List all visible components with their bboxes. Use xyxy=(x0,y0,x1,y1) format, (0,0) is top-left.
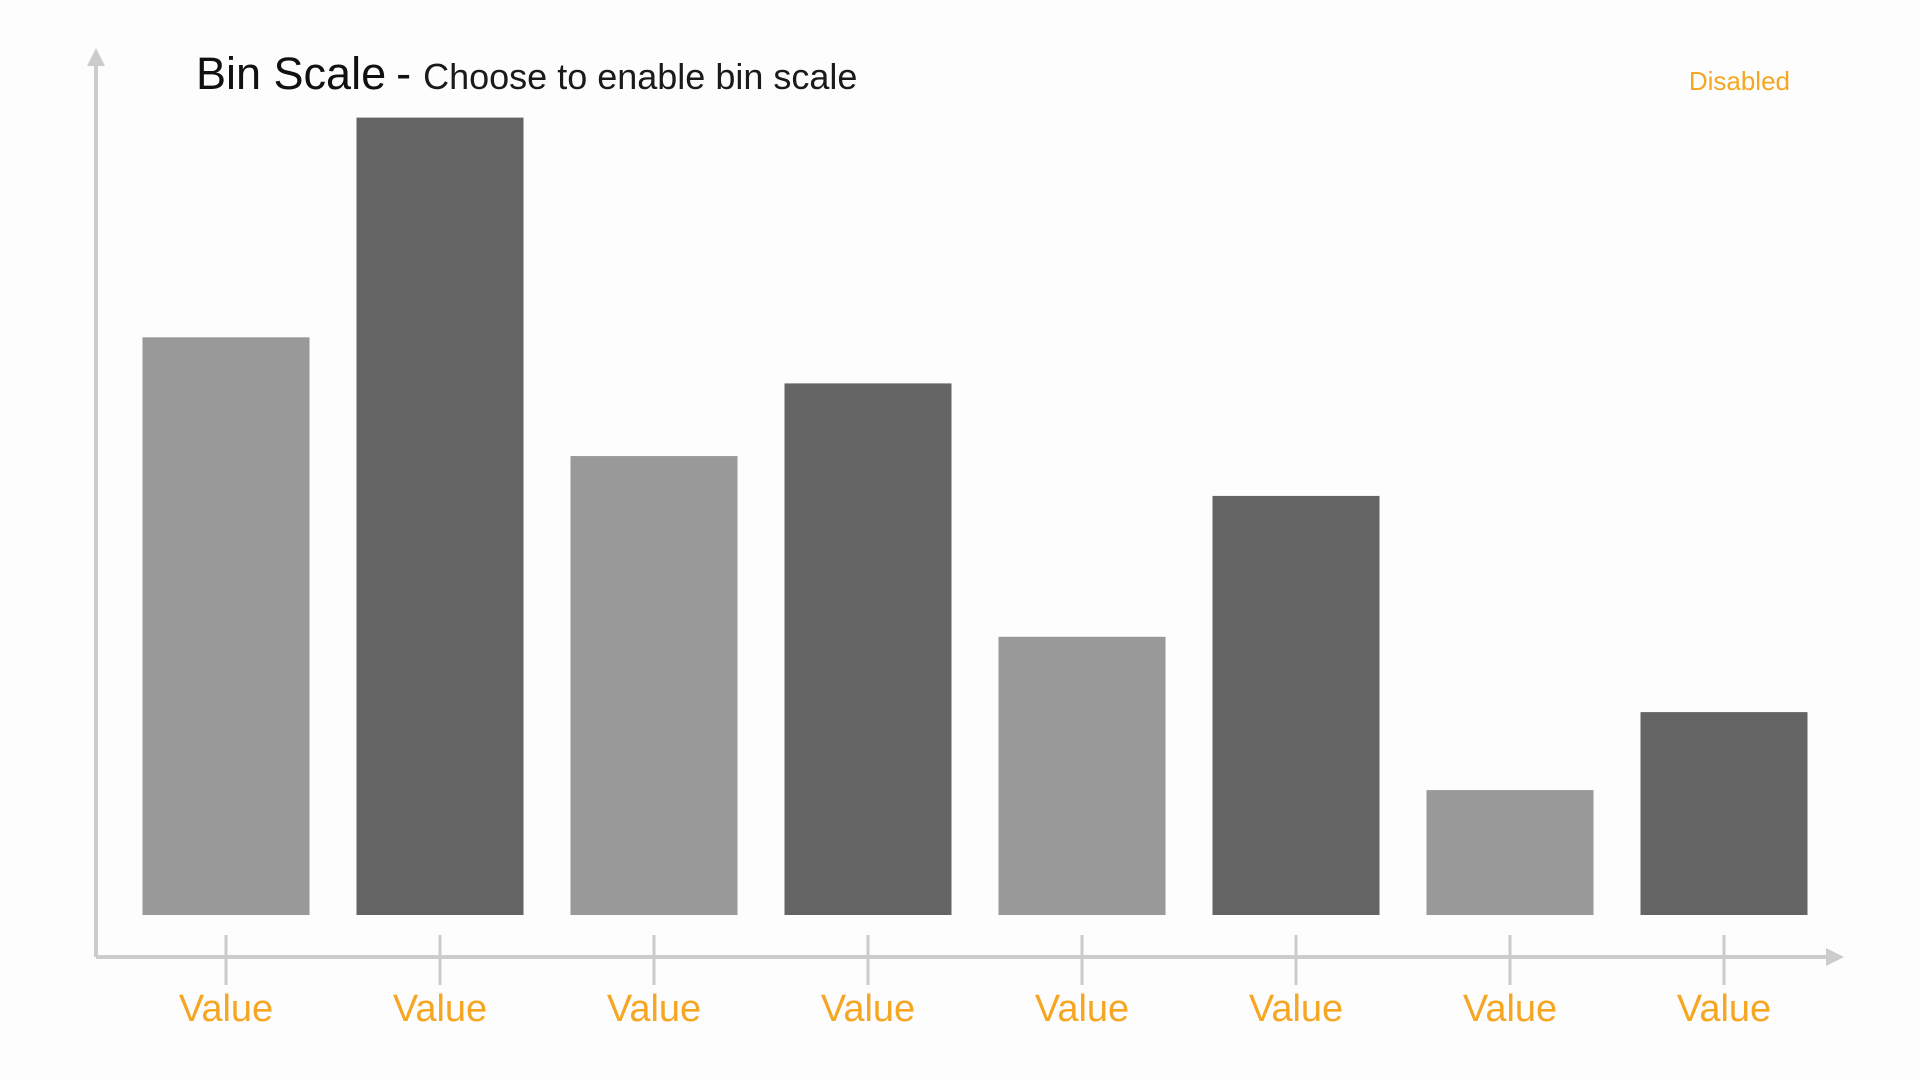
bar-4[interactable] xyxy=(784,383,952,915)
bar-6[interactable] xyxy=(1212,495,1380,915)
x-tick-label-2[interactable]: Value xyxy=(393,988,487,1030)
x-tick-label-1[interactable]: Value xyxy=(179,988,273,1030)
x-axis-tick-labels: Value Value Value Value Value Value Value Value xyxy=(179,988,1771,1030)
chart-axes xyxy=(87,48,1844,966)
x-tick-label-4[interactable]: Value xyxy=(821,988,915,1030)
bin-scale-status[interactable]: Disabled xyxy=(1688,66,1790,96)
chart-title-block: Bin Scale - Choose to enable bin scale xyxy=(196,48,857,100)
bar-1[interactable] xyxy=(142,337,310,915)
chart-bars xyxy=(142,117,1808,916)
bar-5[interactable] xyxy=(998,636,1166,915)
bar-2[interactable] xyxy=(356,117,524,916)
bar-3[interactable] xyxy=(570,456,738,915)
x-tick-label-8[interactable]: Value xyxy=(1677,988,1771,1030)
x-tick-label-7[interactable]: Value xyxy=(1463,988,1557,1030)
x-axis-arrow xyxy=(1826,948,1844,966)
x-tick-label-5[interactable]: Value xyxy=(1035,988,1129,1030)
y-axis-arrow xyxy=(87,48,105,66)
chart-subtitle: Choose to enable bin scale xyxy=(423,56,858,97)
title-separator: - xyxy=(396,48,412,99)
x-tick-label-6[interactable]: Value xyxy=(1249,988,1343,1030)
bar-8[interactable] xyxy=(1640,712,1808,915)
x-tick-label-3[interactable]: Value xyxy=(607,988,701,1030)
chart-title: Bin Scale xyxy=(196,48,387,99)
bar-7[interactable] xyxy=(1426,790,1594,915)
x-axis-ticks xyxy=(224,935,1726,985)
